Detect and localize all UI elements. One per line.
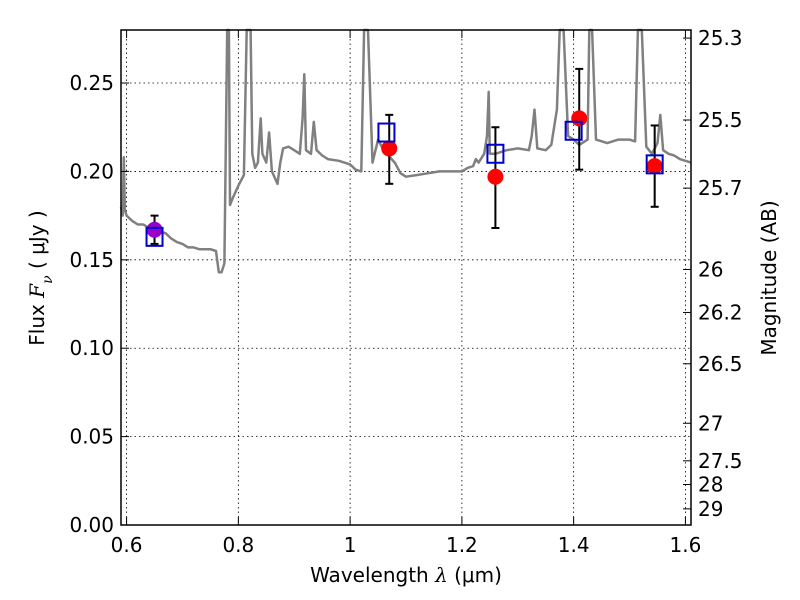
observed-point (646, 158, 663, 175)
y-axis-unit: ( μJy ) (25, 210, 49, 275)
model-photometry-points (145, 120, 664, 247)
y-tick-label: 0.10 (69, 336, 114, 360)
x-tick-label: 1.6 (670, 533, 702, 557)
magnitude-axis-label: Magnitude (AB) (757, 200, 781, 355)
magnitude-tick-label: 27.5 (698, 449, 743, 473)
model-photometry-point (145, 226, 164, 247)
model-photometry-point (564, 120, 583, 141)
y-axis-subscript: ν (40, 275, 56, 284)
magnitude-tick-label: 26.5 (698, 352, 743, 376)
x-tick-label: 1.4 (558, 533, 590, 557)
plot-frame (120, 29, 692, 526)
magnitude-tick-label: 25.3 (698, 26, 743, 50)
x-axis-symbol: λ (434, 563, 448, 587)
model-photometry-point (377, 122, 396, 143)
y-axis-symbol: F (25, 283, 49, 299)
x-axis-ticks: 0.6 0.8 1 1.2 1.4 1.6 (111, 30, 702, 557)
model-photometry-point (645, 154, 664, 175)
model-spectrum-line (119, 28, 692, 274)
x-axis-label-prefix: Wavelength (310, 563, 435, 587)
magnitude-tick-label: 25.7 (698, 176, 743, 200)
y-tick-label: 0.05 (69, 425, 114, 449)
magnitude-tick-label: 26 (698, 257, 723, 281)
model-photometry-point (486, 143, 505, 164)
model-spectrum (119, 28, 692, 274)
x-axis-unit: (μm) (448, 563, 502, 587)
y-tick-label: 0.15 (69, 248, 114, 272)
x-tick-label: 1.2 (446, 533, 478, 557)
y-axis-label: Flux Fν ( μJy ) (25, 210, 56, 345)
magnitude-tick-label: 27 (698, 411, 723, 435)
y-tick-label: 0.00 (69, 513, 114, 537)
y-axis-label-prefix: Flux (25, 298, 49, 346)
grid-lines (121, 30, 691, 525)
x-tick-label: 0.6 (111, 533, 143, 557)
y-tick-label: 0.25 (69, 71, 114, 95)
magnitude-tick-label: 25.5 (698, 108, 743, 132)
x-tick-label: 0.8 (222, 533, 254, 557)
magnitude-tick-label: 29 (698, 497, 723, 521)
merged-point (146, 221, 163, 238)
magnitude-tick-label: 26.2 (698, 300, 743, 324)
x-tick-label: 1 (344, 533, 357, 557)
y-tick-label: 0.20 (69, 159, 114, 183)
observed-point (487, 168, 504, 185)
y-axis-ticks: 0.00 0.05 0.10 0.15 0.20 0.25 (69, 71, 129, 537)
magnitude-tick-label: 28 (698, 473, 723, 497)
observed-point (571, 110, 588, 127)
x-axis-label: Wavelength λ (μm) (310, 563, 502, 587)
observed-point (381, 140, 398, 157)
